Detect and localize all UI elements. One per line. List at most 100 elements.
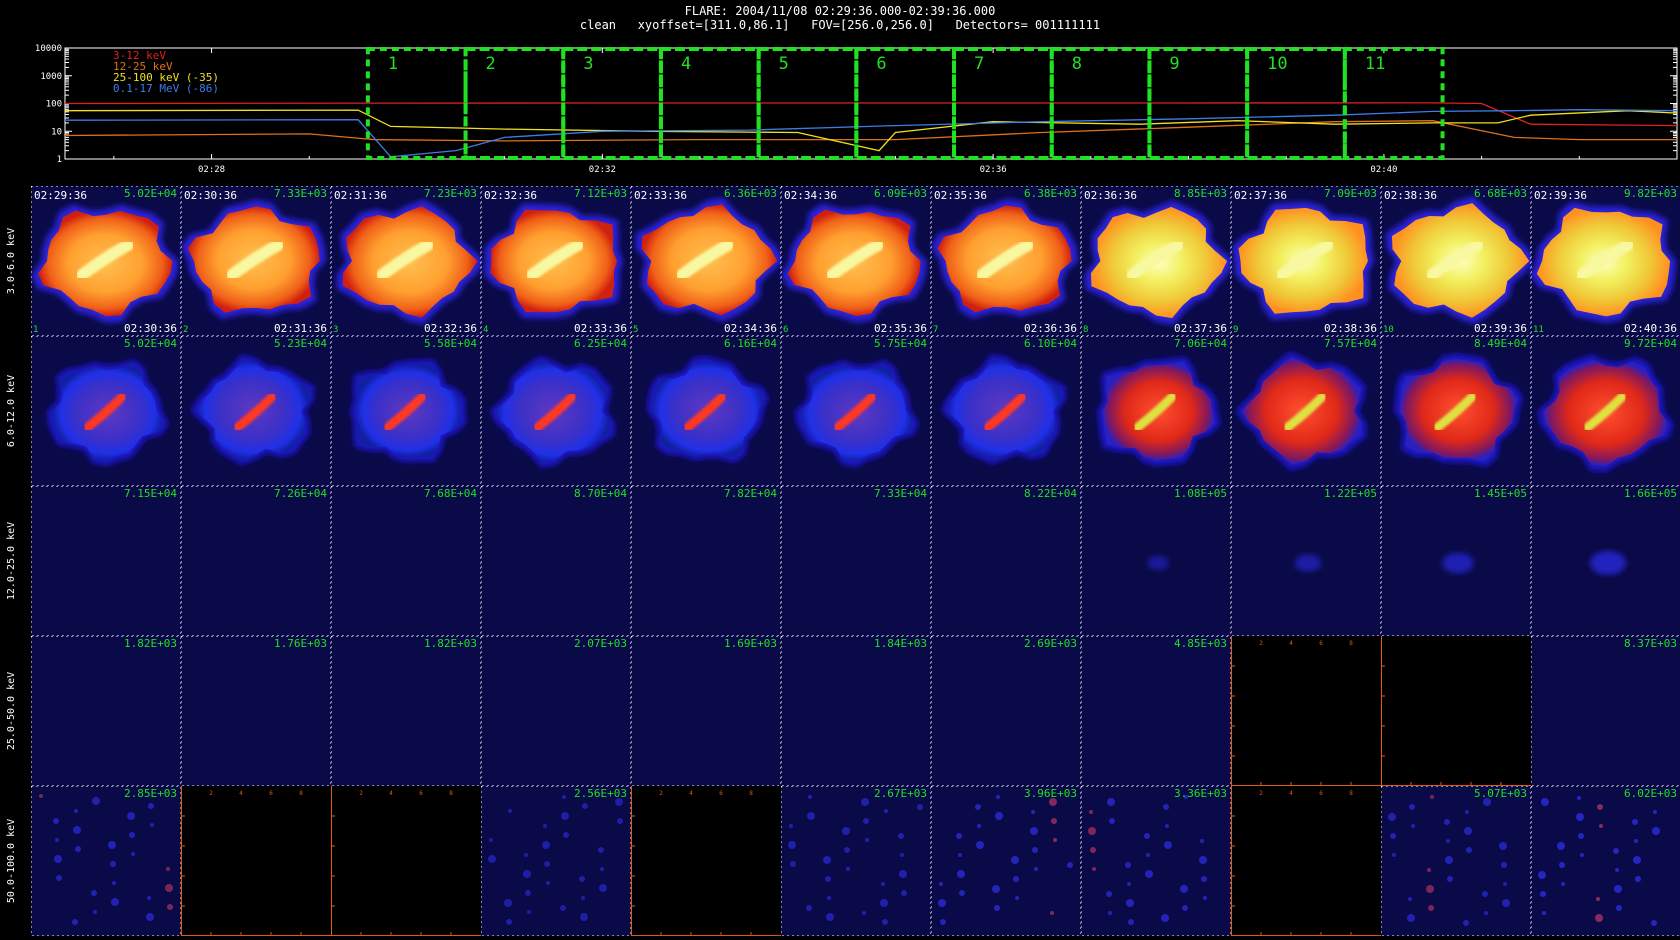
noise-speck xyxy=(899,870,907,878)
empty-tick-label: 8 xyxy=(449,790,453,797)
noise-speck xyxy=(863,818,869,824)
max-count-label: 6.02E+03 xyxy=(1624,787,1677,800)
noise-speck xyxy=(1633,856,1641,864)
noise-speck xyxy=(1201,876,1207,882)
max-count-label: 7.23E+03 xyxy=(424,187,477,200)
image-panel: 7.68E+04 xyxy=(331,486,481,636)
noise-speck xyxy=(506,919,512,925)
image-panel: 1.76E+03 xyxy=(181,636,331,786)
image-panel: 1.66E+05 xyxy=(1531,486,1680,636)
noise-speck xyxy=(1388,813,1396,821)
max-count-label: 7.09E+03 xyxy=(1324,187,1377,200)
noise-speck xyxy=(129,832,135,838)
noise-speck xyxy=(1180,885,1188,893)
noise-speck xyxy=(1580,853,1584,857)
noise-speck xyxy=(504,899,512,907)
flare-loop xyxy=(233,392,277,432)
noise-speck xyxy=(489,838,493,842)
empty-tick-label: 6 xyxy=(719,790,723,797)
panel-background xyxy=(931,636,1081,786)
image-panel: 3.36E+03 xyxy=(1081,786,1231,936)
interval-number: 7 xyxy=(974,54,984,74)
noise-speck xyxy=(1165,824,1169,828)
image-panel: 7.06E+04 xyxy=(1081,336,1231,486)
noise-speck xyxy=(1392,853,1396,857)
noise-speck xyxy=(880,899,888,907)
image-parameters: clean xyoffset=[311.0,86.1] FOV=[256.0,2… xyxy=(579,18,1101,32)
noise-speck xyxy=(1109,818,1115,824)
noise-speck xyxy=(1502,899,1510,907)
empty-tick-label: 4 xyxy=(689,790,693,797)
image-panel: 7.15E+04 xyxy=(31,486,181,636)
flare-loop xyxy=(1426,239,1484,281)
interval-box xyxy=(658,47,761,160)
noise-speck xyxy=(615,798,623,806)
noise-speck xyxy=(524,853,528,857)
max-count-label: 8.22E+04 xyxy=(1024,487,1077,500)
series-line-1 xyxy=(65,102,1677,127)
image-panel: 1.08E+05 xyxy=(1081,486,1231,636)
max-count-label: 8.49E+04 xyxy=(1474,337,1527,350)
end-time-label: 02:30:36 xyxy=(124,322,177,335)
noise-speck xyxy=(93,910,97,914)
max-count-label: 7.82E+04 xyxy=(724,487,777,500)
empty-panel-background xyxy=(1231,636,1381,786)
noise-speck xyxy=(1557,842,1565,850)
noise-speck xyxy=(1561,882,1565,886)
empty-panel-background xyxy=(1231,786,1381,936)
end-time-label: 02:40:36 xyxy=(1624,322,1677,335)
energy-band-label: 3.0-6.0 keV xyxy=(6,228,17,294)
max-count-label: 6.38E+03 xyxy=(1024,187,1077,200)
interval-index-label: 9 xyxy=(1233,325,1238,335)
empty-panel-axes: 2 4 6 8 xyxy=(181,786,331,936)
interval-box xyxy=(1245,47,1347,160)
end-time-label: 02:33:36 xyxy=(574,322,627,335)
flare-loop xyxy=(826,239,884,281)
noise-speck xyxy=(1126,899,1134,907)
noise-speck xyxy=(995,812,1003,820)
interval-number: 1 xyxy=(388,54,398,74)
image-panel: 7.12E+03 02:32:36 02:33:36 4 xyxy=(481,186,631,336)
start-time-label: 02:35:36 xyxy=(934,189,987,202)
interval-index-label: 8 xyxy=(1083,325,1088,335)
x-tick-label: 02:40 xyxy=(1370,165,1397,175)
image-panel: 7.23E+03 02:31:36 02:32:36 3 xyxy=(331,186,485,336)
noise-speck xyxy=(127,812,135,820)
noise-speck xyxy=(823,856,831,864)
interval-box xyxy=(1049,47,1152,160)
faint-source xyxy=(1590,551,1626,575)
noise-speck xyxy=(1559,862,1565,868)
empty-panel-background xyxy=(631,786,781,936)
max-count-label: 1.45E+05 xyxy=(1474,487,1527,500)
noise-speck xyxy=(844,847,850,853)
legend-entry: 0.1-17 MeV (-86) xyxy=(113,82,219,95)
empty-panel-background xyxy=(181,786,331,936)
max-count-label: 9.72E+04 xyxy=(1624,337,1677,350)
image-panel: 9.82E+03 02:39:36 02:40:36 11 xyxy=(1530,186,1680,336)
interval-index-label: 4 xyxy=(483,325,488,335)
image-panel: 6.68E+03 02:38:36 02:39:36 10 xyxy=(1381,186,1537,336)
noise-speck xyxy=(788,841,796,849)
time-interval-boxes: 1 2 3 4 5 6 7 8 9 10 11 xyxy=(365,47,1445,160)
noise-speck xyxy=(1444,819,1450,825)
end-time-label: 02:35:36 xyxy=(874,322,927,335)
energy-band-label: 25.0-50.0 keV xyxy=(6,672,17,750)
noise-speck xyxy=(1632,819,1638,825)
start-time-label: 02:38:36 xyxy=(1384,189,1437,202)
empty-tick-label: 4 xyxy=(389,790,393,797)
image-panels: 5.02E+04 02:29:36 02:30:36 1 7.33E+03 02:30:3… xyxy=(31,186,1680,936)
interval-index-label: 5 xyxy=(633,325,638,335)
legend-entry: 12-25 keV xyxy=(113,60,173,73)
noise-speck xyxy=(938,899,946,907)
noise-speck xyxy=(1599,824,1603,828)
noise-speck xyxy=(111,898,119,906)
flare-loop xyxy=(833,392,877,432)
noise-speck xyxy=(488,855,496,863)
noise-speck xyxy=(996,795,1000,799)
noise-speck xyxy=(1540,891,1546,897)
legend-entry: 3-12 keV xyxy=(113,49,166,62)
empty-tick-label: 6 xyxy=(419,790,423,797)
max-count-label: 8.70E+04 xyxy=(574,487,627,500)
noise-speck xyxy=(842,827,850,835)
